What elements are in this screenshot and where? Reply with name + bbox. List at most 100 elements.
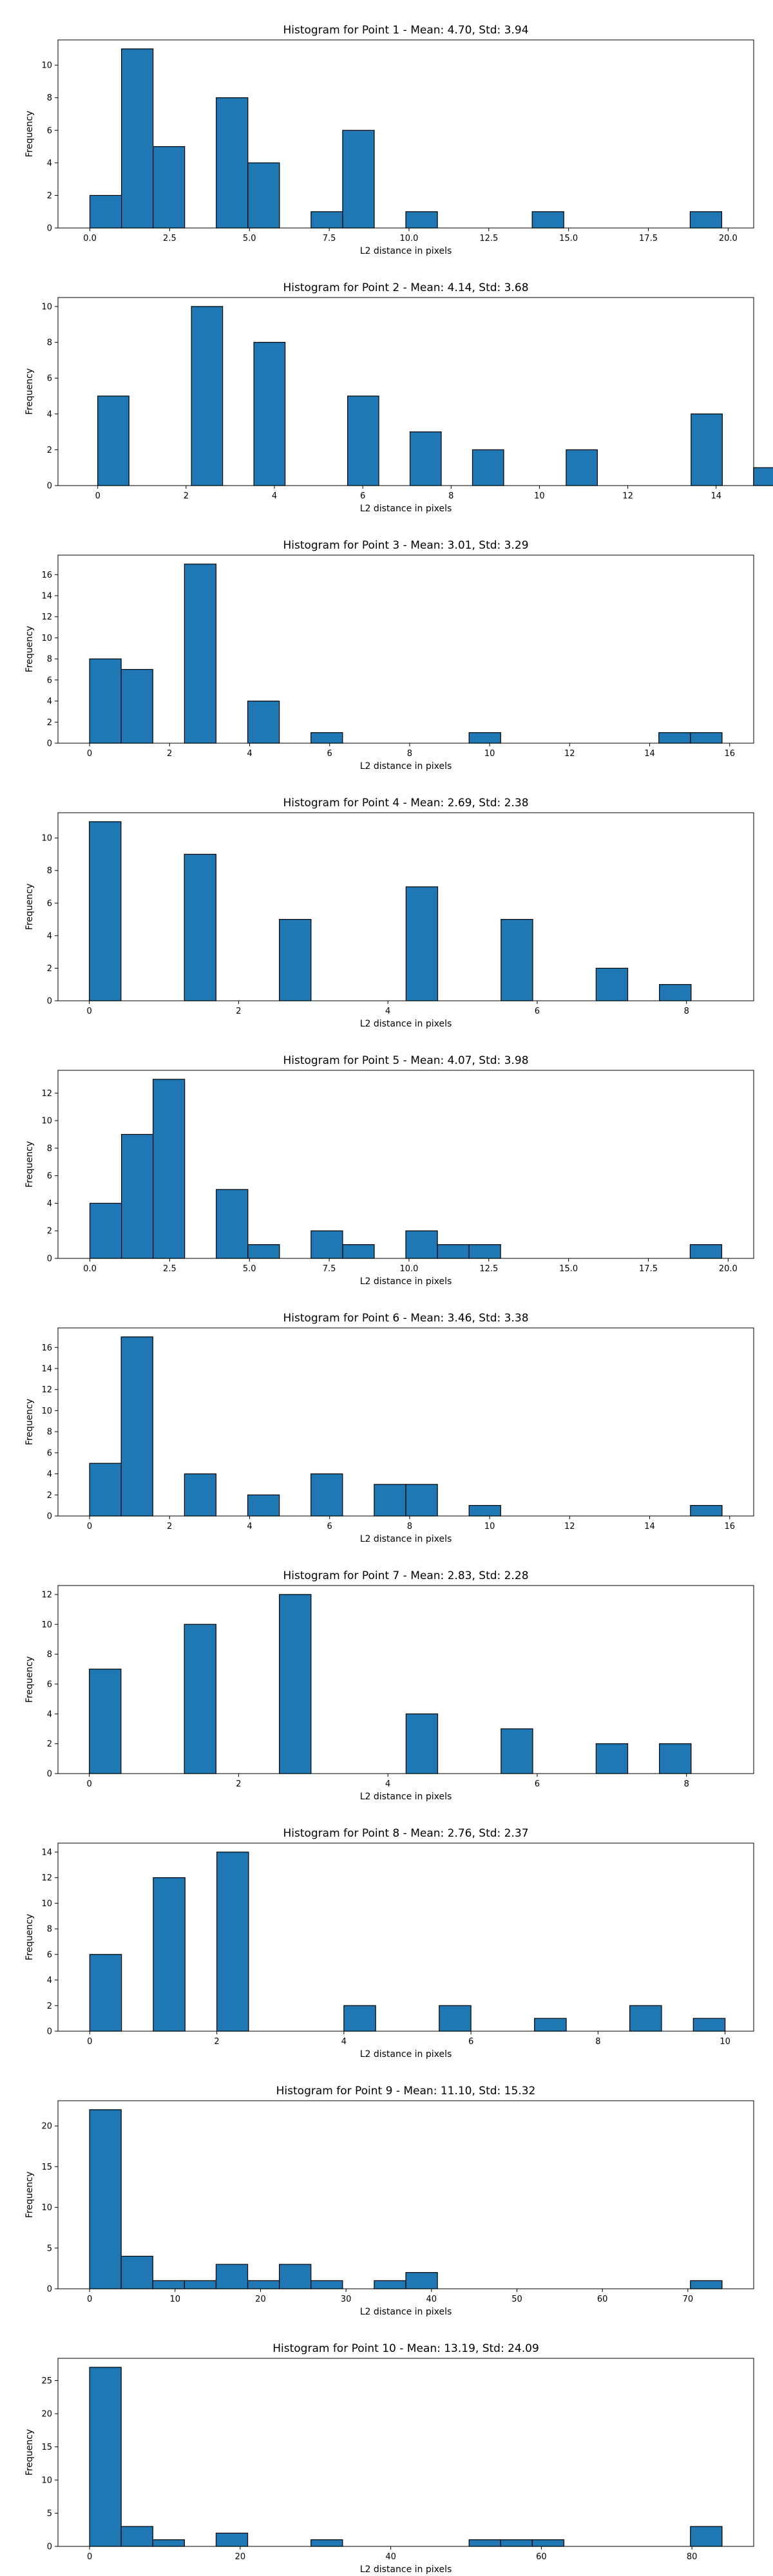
y-tick-label: 14 <box>41 591 52 601</box>
histogram-bar <box>595 967 629 1001</box>
y-tick-label: 10 <box>41 634 52 643</box>
y-tick-label: 0 <box>47 2285 52 2295</box>
histogram-panel-2: Histogram for Point 2 - Mean: 4.14, Std:… <box>24 281 773 514</box>
histogram-bar <box>216 1189 249 1259</box>
x-tick-label: 6 <box>468 2037 473 2047</box>
y-tick-label: 12 <box>41 1089 52 1099</box>
histogram-bar <box>89 1463 122 1517</box>
histogram-bar <box>279 918 312 1001</box>
y-axis-label: Frequency <box>24 2172 35 2218</box>
histogram-bar <box>310 2280 343 2289</box>
histogram-bar <box>152 2539 185 2547</box>
y-tick-label: 16 <box>41 1343 52 1353</box>
histogram-bar <box>247 1244 280 1259</box>
x-tick-label: 4 <box>385 1779 390 1789</box>
histogram-bar <box>253 341 286 486</box>
histogram-bar <box>89 821 122 1001</box>
histogram-bar <box>120 2255 153 2289</box>
y-tick-label: 15 <box>41 2443 52 2452</box>
axes-frame <box>57 1070 754 1259</box>
x-tick-label: 80 <box>687 2552 698 2562</box>
histogram-bar <box>439 2005 472 2032</box>
x-axis-label: L2 distance in pixels <box>360 1019 452 1029</box>
histogram-bar <box>501 918 533 1001</box>
histogram-bar <box>658 732 691 744</box>
y-tick-label: 14 <box>41 1364 52 1374</box>
y-tick-label: 6 <box>47 1448 52 1458</box>
x-tick-label: 12 <box>564 1522 575 1531</box>
histogram-bar <box>501 1728 533 1774</box>
x-tick-label: 0 <box>87 2037 92 2047</box>
histogram-bar <box>534 2018 567 2032</box>
histogram-bar <box>216 1852 249 2032</box>
histogram-bar <box>120 48 154 229</box>
x-tick-label: 0 <box>87 2295 92 2304</box>
y-tick-label: 0 <box>47 997 52 1007</box>
y-tick-label: 4 <box>47 1470 52 1479</box>
histogram-bar <box>405 2272 438 2289</box>
x-tick-label: 10 <box>484 1522 495 1531</box>
x-tick-label: 4 <box>341 2037 347 2047</box>
y-axis-label: Frequency <box>24 1914 35 1960</box>
x-axis-label: L2 distance in pixels <box>360 2307 452 2317</box>
histogram-bar <box>89 2109 122 2289</box>
x-tick-label: 6 <box>535 1779 540 1789</box>
x-tick-label: 2.5 <box>163 234 177 243</box>
chart-title: Histogram for Point 1 - Mean: 4.70, Std:… <box>283 24 528 37</box>
histogram-panel-1: Histogram for Point 1 - Mean: 4.70, Std:… <box>24 24 754 256</box>
x-tick-label: 6 <box>535 1007 540 1016</box>
histogram-bar <box>500 2539 533 2547</box>
y-tick-label: 6 <box>47 1680 52 1689</box>
histogram-bar <box>120 2526 153 2547</box>
x-tick-label: 60 <box>597 2295 608 2304</box>
histogram-bar <box>310 2539 343 2547</box>
histogram-bar <box>690 2526 723 2547</box>
x-tick-label: 14 <box>644 1522 655 1531</box>
histogram-bar <box>691 413 723 486</box>
x-tick-label: 50 <box>511 2295 522 2304</box>
axes-frame <box>57 39 754 229</box>
y-tick-label: 10 <box>41 1899 52 1909</box>
x-tick-label: 17.5 <box>639 1264 658 1274</box>
x-tick-label: 20.0 <box>719 234 738 243</box>
histogram-bar <box>247 700 280 744</box>
y-tick-label: 4 <box>47 158 52 168</box>
x-tick-label: 0.0 <box>83 234 97 243</box>
y-tick-label: 2 <box>47 718 52 728</box>
x-tick-label: 8 <box>407 749 412 759</box>
x-tick-label: 2 <box>184 491 189 501</box>
histogram-bar <box>659 984 692 1001</box>
histogram-bar <box>153 1079 186 1259</box>
y-tick-label: 10 <box>41 2203 52 2213</box>
histogram-bar <box>468 1244 501 1259</box>
x-tick-label: 12.5 <box>479 234 498 243</box>
y-tick-label: 6 <box>47 1171 52 1181</box>
axes-frame <box>57 554 754 744</box>
x-tick-label: 20.0 <box>719 1264 738 1274</box>
histogram-bar <box>531 2539 565 2547</box>
histogram-bar <box>692 2018 726 2032</box>
x-tick-label: 0 <box>95 491 100 501</box>
histogram-bar <box>690 2280 723 2289</box>
x-tick-label: 20 <box>235 2552 246 2562</box>
x-tick-label: 8 <box>407 1522 412 1531</box>
y-tick-label: 6 <box>47 126 52 136</box>
y-tick-label: 8 <box>47 338 52 348</box>
x-tick-label: 8 <box>595 2037 600 2047</box>
histogram-bar <box>409 431 442 486</box>
y-axis-label: Frequency <box>24 368 35 415</box>
y-tick-label: 4 <box>47 1710 52 1719</box>
y-tick-label: 4 <box>47 697 52 706</box>
y-axis-label: Frequency <box>24 626 35 672</box>
histogram-bar <box>184 1624 216 1774</box>
x-axis-label: L2 distance in pixels <box>360 761 452 772</box>
histogram-bar <box>405 1230 438 1259</box>
x-tick-label: 0 <box>87 1007 92 1016</box>
histogram-bar <box>184 1473 217 1517</box>
y-tick-label: 10 <box>41 1117 52 1126</box>
y-tick-label: 10 <box>41 834 52 844</box>
histogram-bar <box>153 146 186 229</box>
x-tick-label: 10 <box>534 491 545 501</box>
y-tick-label: 12 <box>41 1385 52 1395</box>
